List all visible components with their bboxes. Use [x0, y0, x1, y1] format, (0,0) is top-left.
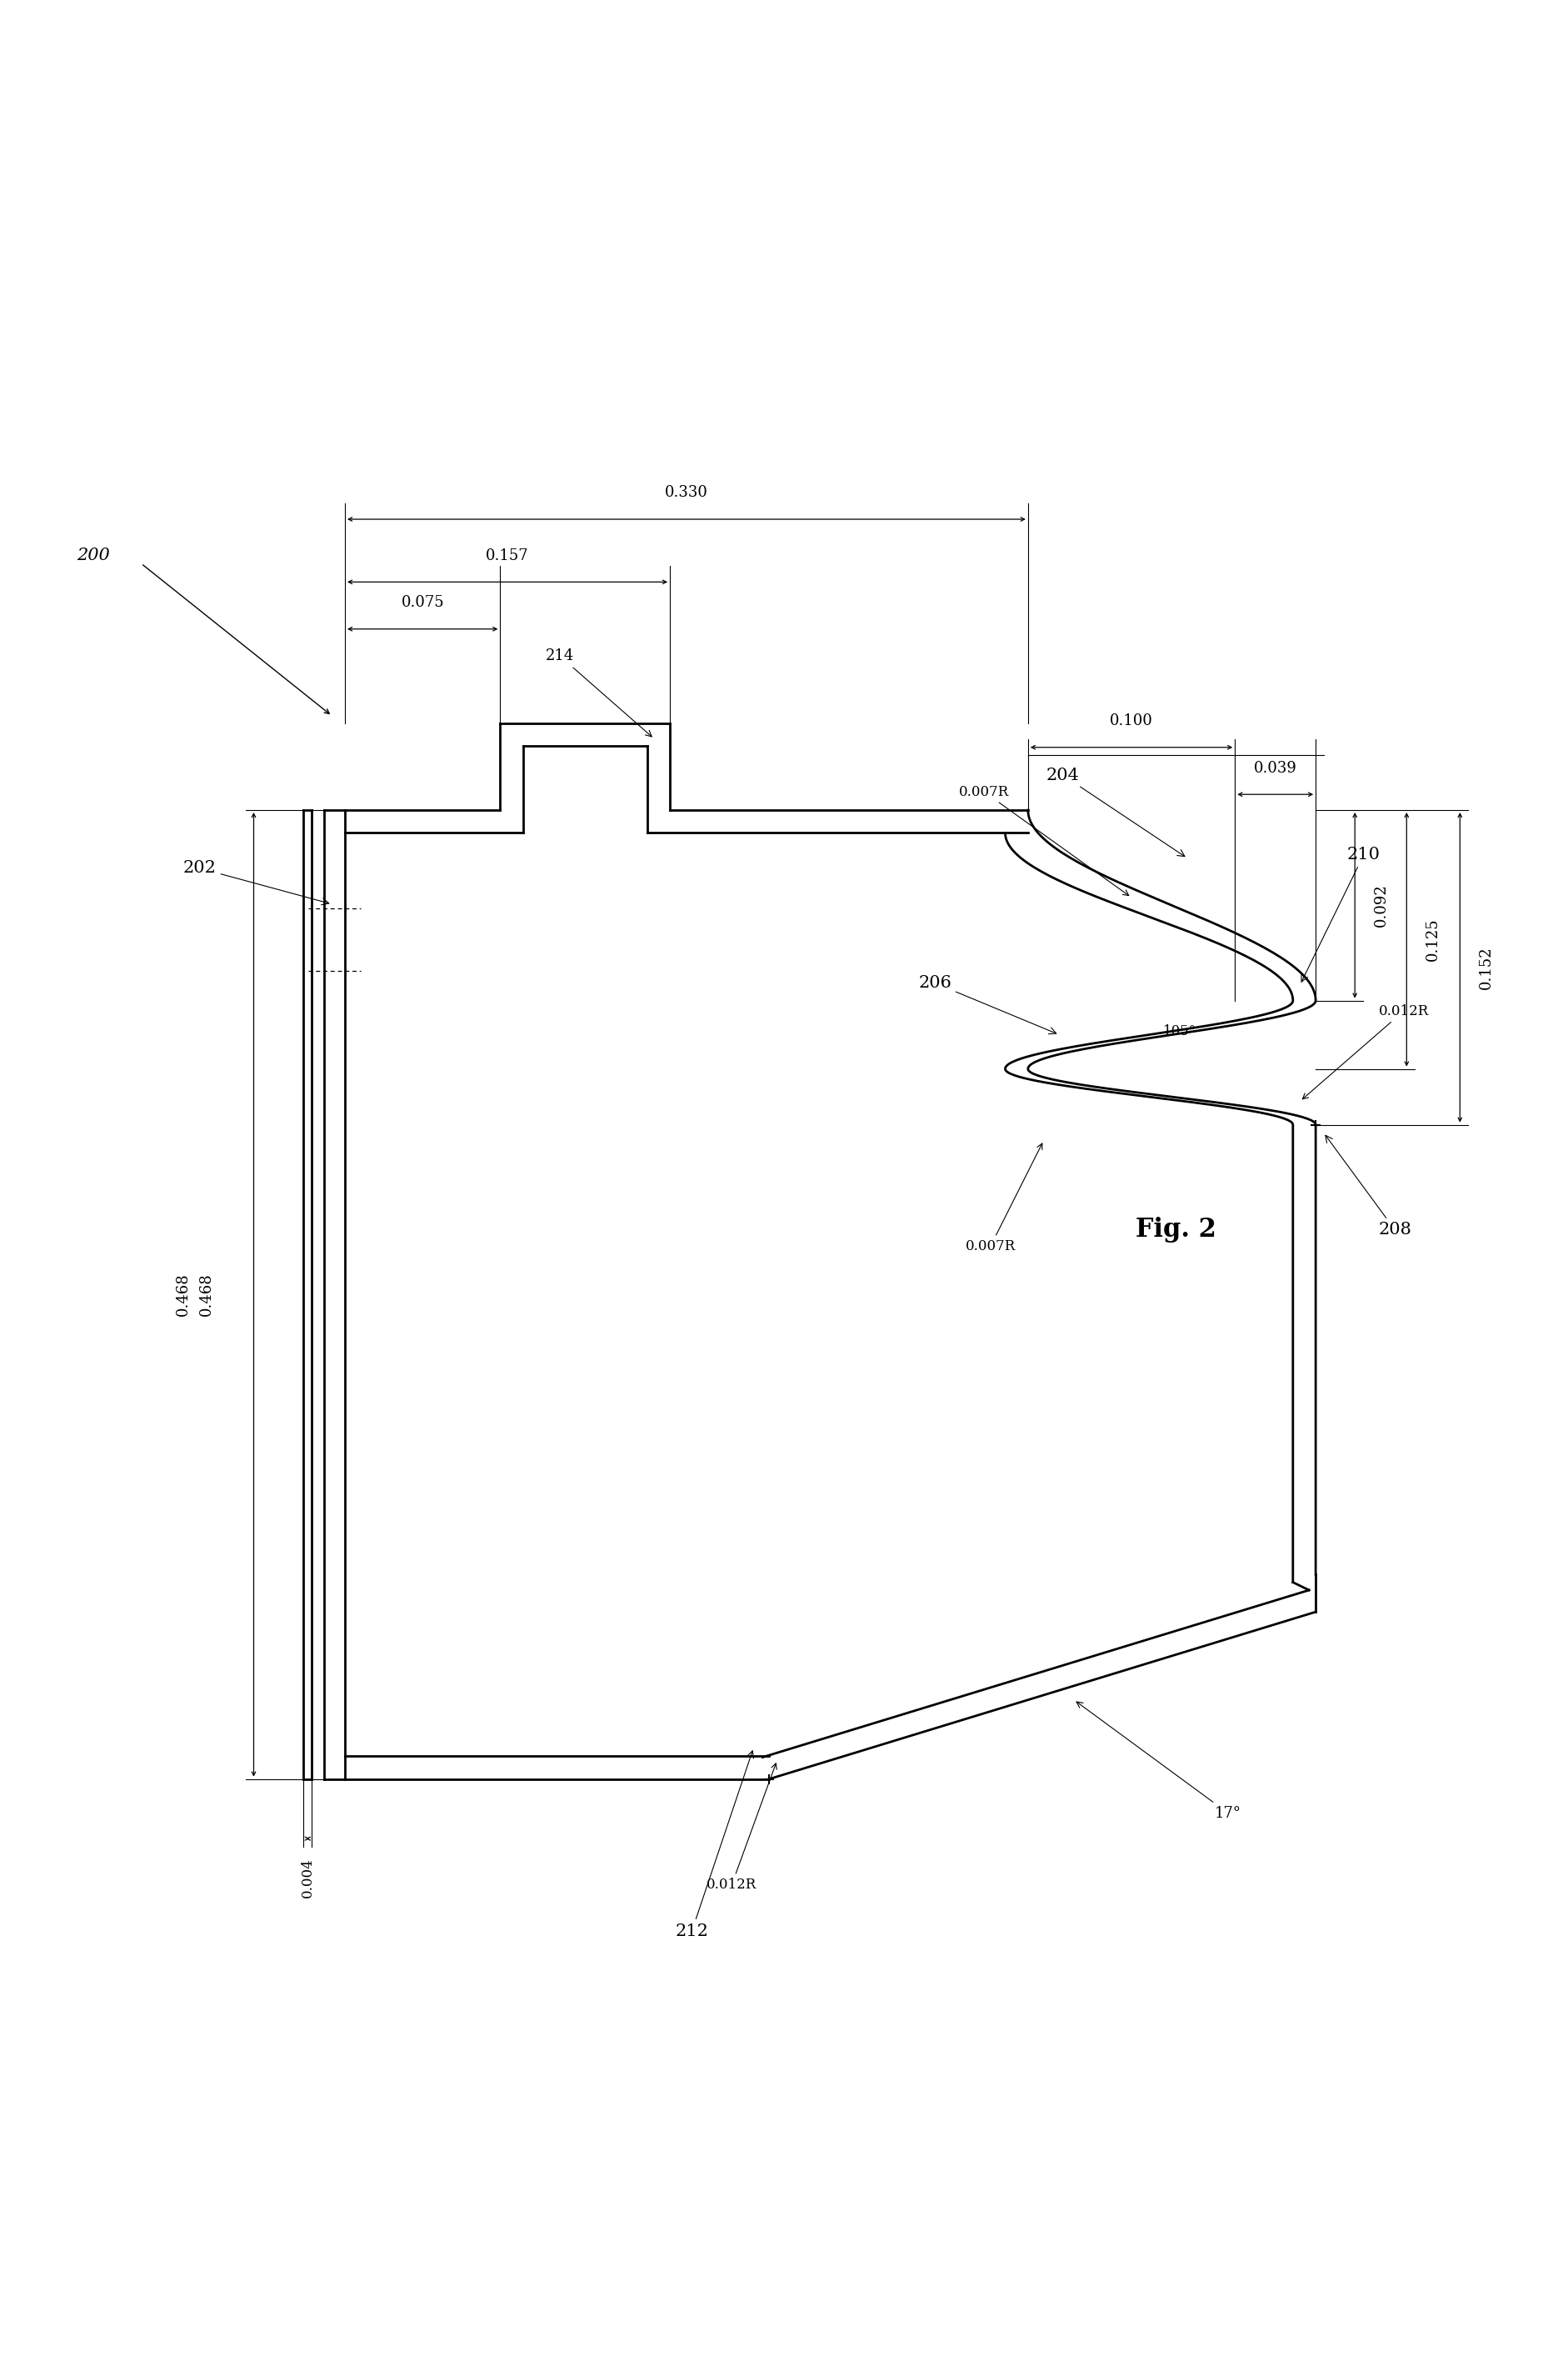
Text: 208: 208 [1325, 1136, 1411, 1237]
Text: 204: 204 [1046, 767, 1185, 856]
Text: 0.039: 0.039 [1254, 759, 1297, 776]
Text: 212: 212 [676, 1751, 754, 1940]
Text: 200: 200 [77, 547, 110, 563]
Text: 0.330: 0.330 [665, 485, 709, 502]
Text: 202: 202 [183, 861, 329, 904]
Text: 0.468: 0.468 [176, 1273, 191, 1315]
Text: 0.007R: 0.007R [966, 1143, 1043, 1254]
Text: 0.075: 0.075 [401, 596, 444, 610]
Text: 0.004: 0.004 [301, 1857, 315, 1898]
Text: 105°: 105° [1163, 1024, 1196, 1039]
Text: 0.012R: 0.012R [707, 1763, 776, 1893]
Text: 0.468: 0.468 [199, 1273, 213, 1315]
Text: 0.100: 0.100 [1110, 715, 1152, 729]
Text: 0.012R: 0.012R [1303, 1003, 1428, 1100]
Text: 0.125: 0.125 [1425, 918, 1441, 961]
Text: 0.152: 0.152 [1479, 946, 1494, 989]
Text: 206: 206 [919, 975, 1057, 1034]
Text: Fig. 2: Fig. 2 [1135, 1216, 1217, 1242]
Text: 210: 210 [1301, 847, 1380, 982]
Text: 214: 214 [546, 648, 652, 736]
Text: 17°: 17° [1077, 1701, 1242, 1822]
Text: 0.007R: 0.007R [960, 786, 1129, 894]
Text: 0.157: 0.157 [486, 549, 528, 563]
Text: 0.092: 0.092 [1374, 885, 1389, 927]
